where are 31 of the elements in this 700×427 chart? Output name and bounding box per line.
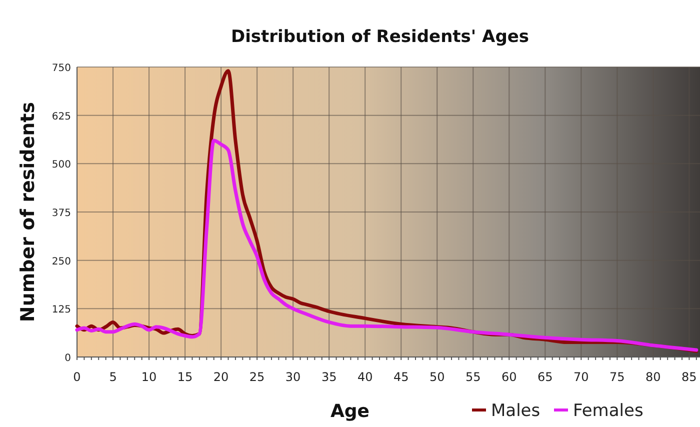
x-tick-label: 55 bbox=[465, 370, 481, 384]
y-tick-label: 250 bbox=[52, 256, 71, 268]
y-tick-label: 625 bbox=[52, 111, 71, 122]
x-axis-title: Age bbox=[330, 401, 370, 422]
x-tick-label: 5 bbox=[109, 370, 117, 384]
y-tick-label: 500 bbox=[52, 160, 71, 171]
x-tick-label: 10 bbox=[141, 370, 157, 384]
x-tick-label: 35 bbox=[321, 370, 337, 384]
legend-label: Males bbox=[491, 401, 540, 421]
x-tick-label: 20 bbox=[213, 370, 229, 384]
x-tick-label: 15 bbox=[177, 370, 193, 384]
x-tick-label: 65 bbox=[538, 370, 553, 384]
x-tick-label: 30 bbox=[285, 370, 301, 384]
x-tick-label: 60 bbox=[502, 370, 517, 384]
chart-title: Distribution of Residents' Ages bbox=[230, 27, 530, 47]
x-tick-label: 25 bbox=[249, 370, 265, 384]
x-tick-label: 85 bbox=[682, 370, 697, 384]
y-axis-title: Number of residents bbox=[17, 102, 39, 322]
legend-label: Females bbox=[573, 401, 644, 421]
x-tick-label: 75 bbox=[610, 370, 625, 384]
x-tick-label: 0 bbox=[73, 370, 81, 384]
line-series bbox=[75, 138, 698, 352]
y-tick-label: 125 bbox=[52, 304, 71, 316]
x-tick-label: 45 bbox=[393, 370, 409, 384]
y-tick-label: 375 bbox=[52, 208, 71, 219]
y-tick-label: 750 bbox=[52, 63, 71, 74]
x-tick-label: 50 bbox=[429, 370, 445, 384]
x-tick-label: 70 bbox=[574, 370, 589, 384]
y-tick-label: 0 bbox=[64, 353, 71, 364]
x-tick-label: 40 bbox=[357, 370, 373, 384]
x-tick-label: 80 bbox=[646, 370, 661, 384]
